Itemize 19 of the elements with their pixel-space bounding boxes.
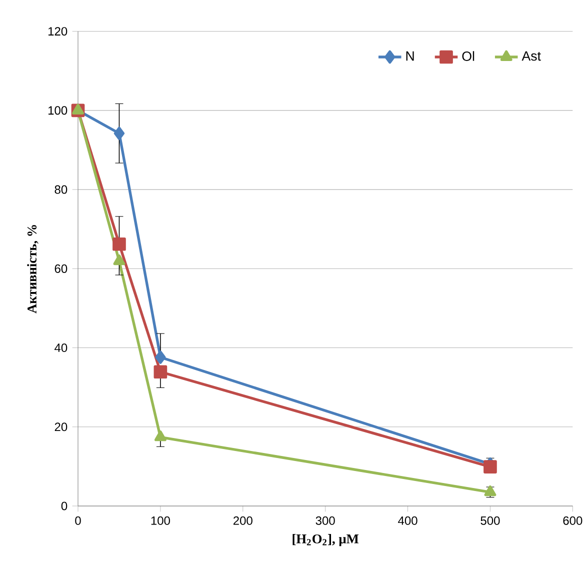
x-tick-label: 400 — [398, 516, 418, 525]
legend-label: Ast — [522, 51, 541, 61]
x-tick-label: 200 — [233, 516, 252, 525]
y-tick-label: 0 — [61, 502, 68, 510]
x-tick-label: 300 — [316, 516, 335, 525]
x-axis-title: [H$_{2}$O$_{2}$], µM — [292, 534, 359, 546]
y-axis-title: Активність, % — [27, 225, 38, 314]
y-tick-label: 40 — [54, 344, 68, 352]
y-tick-label: 20 — [54, 422, 68, 432]
legend-label: Ol — [462, 51, 474, 61]
x-tick-label: 500 — [480, 516, 500, 525]
legend-label: N — [406, 51, 414, 61]
x-tick-label: 100 — [151, 516, 170, 525]
x-tick-label: 600 — [563, 516, 582, 525]
y-tick-label: 60 — [54, 264, 68, 273]
x-tick-label: 0 — [75, 516, 81, 525]
y-tick-label: 120 — [48, 27, 68, 36]
y-tick-label: 80 — [54, 185, 68, 194]
y-tick-label: 100 — [48, 106, 68, 115]
